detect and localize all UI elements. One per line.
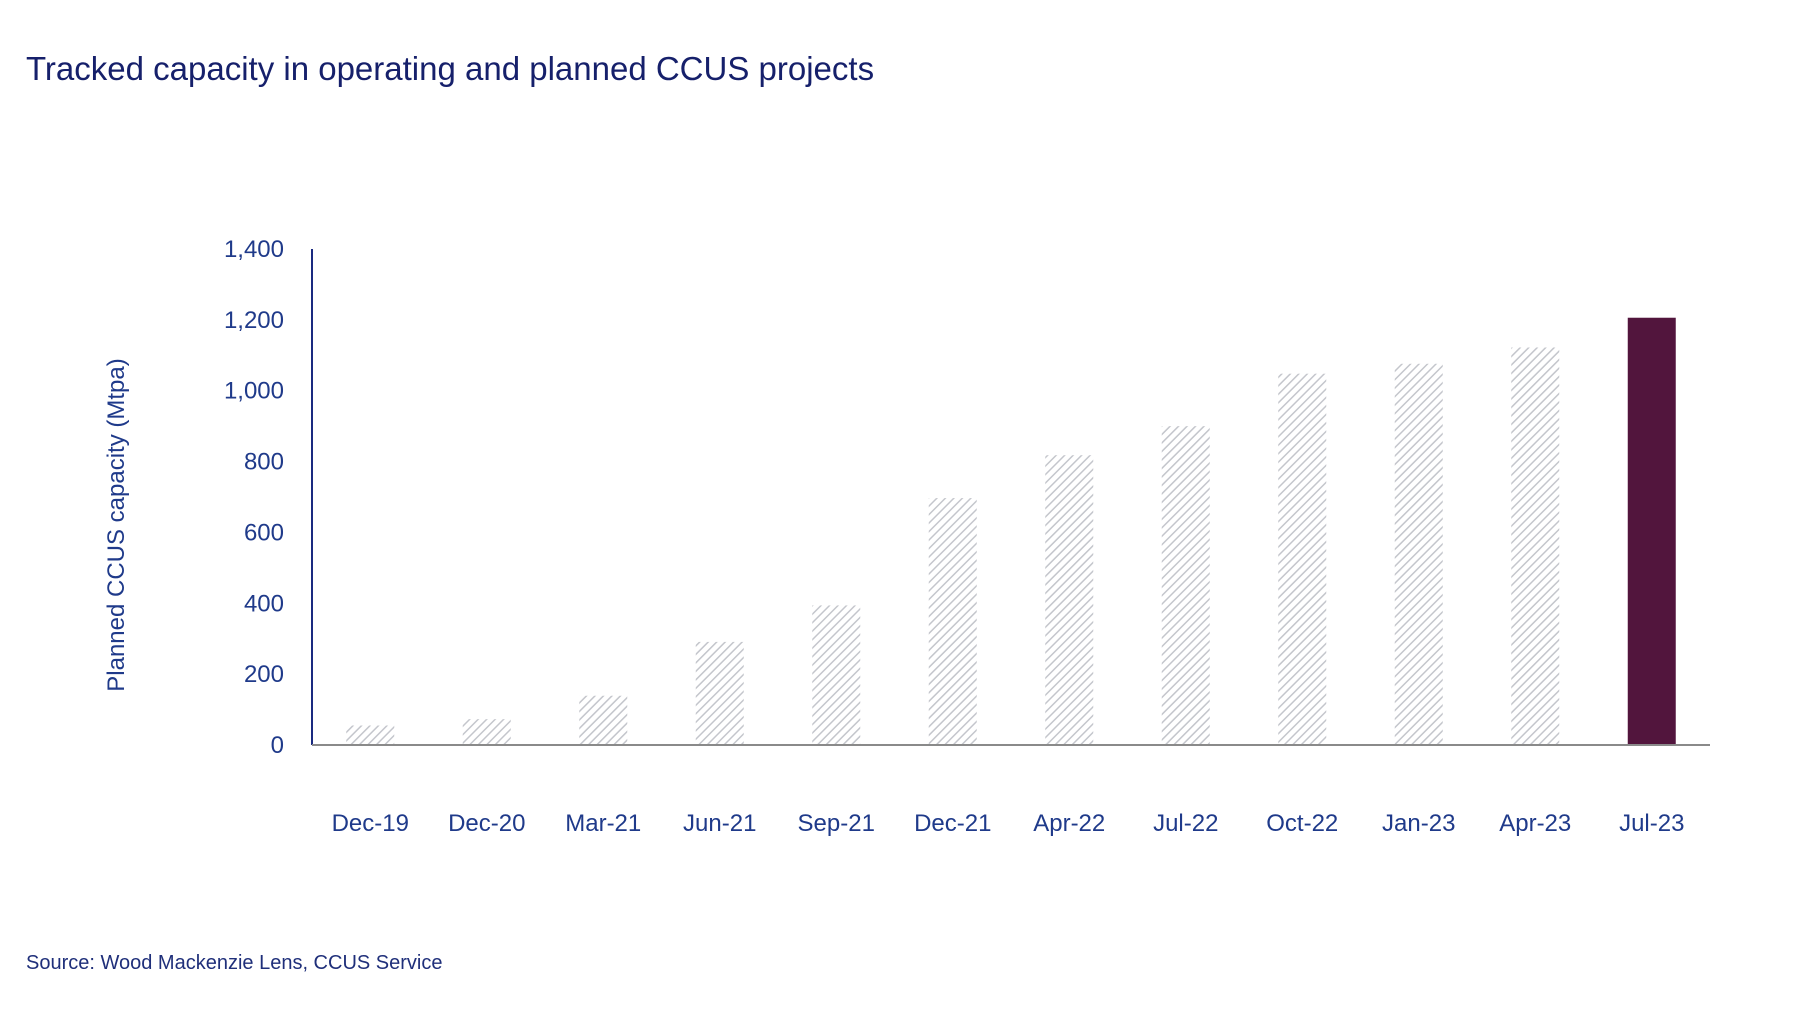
bar-jul-23 bbox=[1627, 317, 1676, 745]
y-tick-label: 0 bbox=[271, 732, 284, 759]
x-tick-label: Jan-23 bbox=[1382, 810, 1455, 837]
y-tick-label: 1,400 bbox=[224, 236, 284, 263]
bar-jan-23 bbox=[1394, 363, 1443, 745]
y-tick-label: 1,200 bbox=[224, 307, 284, 334]
bar-apr-22 bbox=[1045, 455, 1094, 745]
bar-jul-22 bbox=[1161, 426, 1210, 745]
x-tick-label: Jul-22 bbox=[1153, 810, 1218, 837]
bar-mar-21 bbox=[579, 695, 628, 745]
source-note: Source: Wood Mackenzie Lens, CCUS Servic… bbox=[26, 952, 443, 974]
x-tick-label: Sep-21 bbox=[798, 810, 875, 837]
x-tick-label: Jun-21 bbox=[683, 810, 756, 837]
x-tick-label: Dec-21 bbox=[914, 810, 991, 837]
x-tick-label: Dec-19 bbox=[332, 810, 409, 837]
x-tick-label: Apr-22 bbox=[1033, 810, 1105, 837]
bar-jun-21 bbox=[695, 641, 744, 745]
y-tick-label: 800 bbox=[244, 449, 284, 476]
x-tick-label: Oct-22 bbox=[1266, 810, 1338, 837]
bar-sep-21 bbox=[812, 605, 861, 745]
x-tick-label: Dec-20 bbox=[448, 810, 525, 837]
y-tick-label: 600 bbox=[244, 519, 284, 546]
bar-oct-22 bbox=[1278, 373, 1327, 745]
bar-apr-23 bbox=[1511, 347, 1560, 745]
bar-dec-19 bbox=[346, 725, 395, 745]
x-tick-label: Jul-23 bbox=[1619, 810, 1684, 837]
bar-dec-21 bbox=[928, 498, 977, 745]
y-tick-label: 1,000 bbox=[224, 378, 284, 405]
y-tick-label: 200 bbox=[244, 661, 284, 688]
x-tick-label: Apr-23 bbox=[1499, 810, 1571, 837]
y-tick-label: 400 bbox=[244, 590, 284, 617]
chart-title: Tracked capacity in operating and planne… bbox=[26, 50, 875, 87]
x-tick-label: Mar-21 bbox=[565, 810, 641, 837]
bar-dec-20 bbox=[462, 719, 511, 745]
